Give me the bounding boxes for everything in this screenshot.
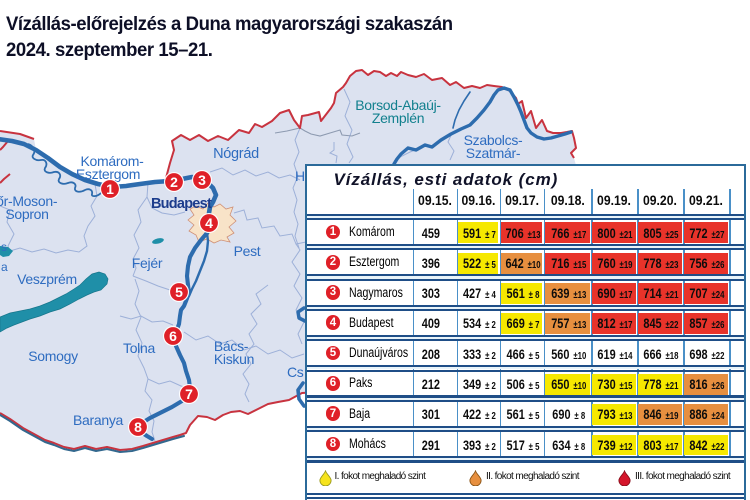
svg-text:s: s <box>1 240 7 254</box>
svg-text:a: a <box>1 260 8 274</box>
svg-text:Nógrád: Nógrád <box>213 146 259 162</box>
svg-text:3: 3 <box>198 172 206 188</box>
svg-text:2: 2 <box>170 174 178 190</box>
svg-text:Veszprém: Veszprém <box>17 271 77 287</box>
svg-text:Kiskun: Kiskun <box>214 351 254 367</box>
svg-text:1: 1 <box>106 181 114 197</box>
svg-text:Esztergom: Esztergom <box>76 166 140 182</box>
svg-text:Cs: Cs <box>287 364 304 380</box>
svg-text:6: 6 <box>169 328 177 344</box>
svg-text:5: 5 <box>175 284 183 300</box>
svg-text:7: 7 <box>185 386 193 402</box>
svg-text:Pest: Pest <box>234 243 261 259</box>
svg-text:Baranya: Baranya <box>73 412 124 428</box>
svg-text:4: 4 <box>205 215 213 231</box>
svg-text:Budapest: Budapest <box>151 196 212 212</box>
svg-text:Sopron: Sopron <box>5 206 48 222</box>
svg-text:Szatmár-: Szatmár- <box>466 145 521 161</box>
svg-text:Somogy: Somogy <box>28 348 78 364</box>
svg-text:Szabolcs-: Szabolcs- <box>464 132 523 148</box>
svg-text:Tolna: Tolna <box>123 340 155 356</box>
svg-text:Borsod-Abaúj-: Borsod-Abaúj- <box>355 97 441 113</box>
svg-text:Zemplén: Zemplén <box>372 110 424 126</box>
svg-text:Győr-Moson-: Győr-Moson- <box>0 193 58 209</box>
svg-text:Bács-: Bács- <box>214 338 249 354</box>
svg-text:Komárom-: Komárom- <box>81 153 145 169</box>
svg-text:Fejér: Fejér <box>132 255 163 271</box>
svg-text:8: 8 <box>134 419 142 435</box>
